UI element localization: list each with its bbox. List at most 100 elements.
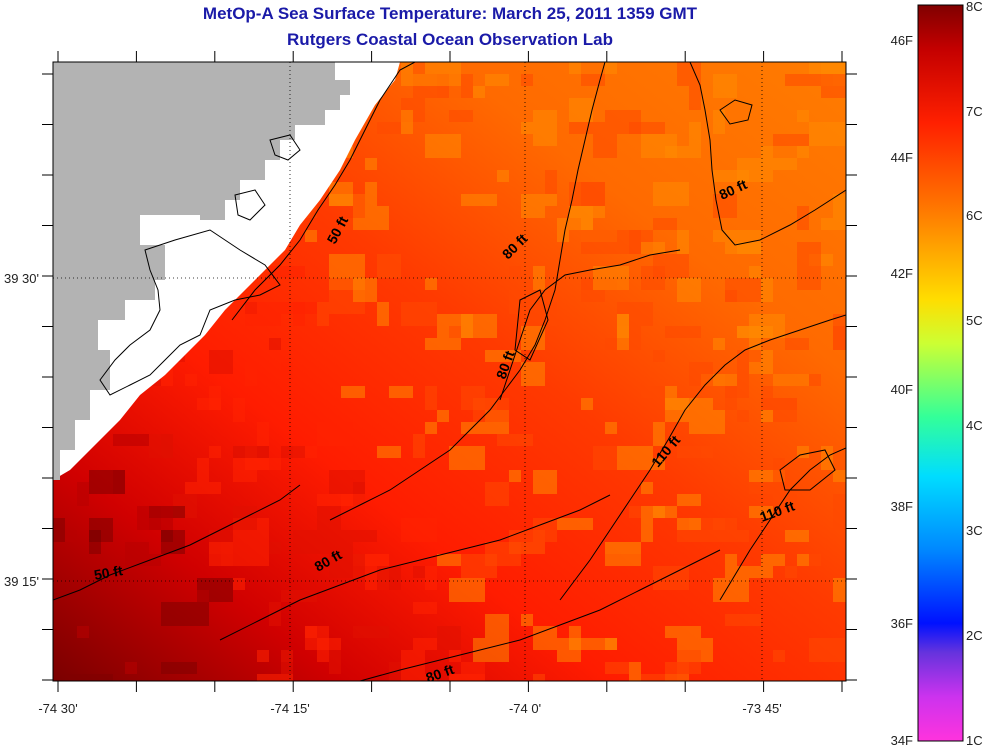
temperature-patch	[677, 530, 713, 542]
longitude-tick-label: -73 45'	[742, 701, 781, 716]
temperature-patch	[245, 542, 269, 554]
longitude-tick-label: -74 15'	[270, 701, 309, 716]
temperature-patch	[677, 494, 701, 506]
temperature-patch	[773, 134, 809, 146]
temperature-patch	[305, 230, 317, 242]
temperature-patch	[653, 182, 689, 206]
temperature-patch	[413, 602, 437, 614]
temperature-patch	[197, 398, 221, 410]
temperature-patch	[521, 74, 533, 86]
temperature-patch	[653, 218, 677, 230]
temperature-patch	[641, 506, 677, 518]
colorbar-fahrenheit-label: 46F	[891, 33, 913, 48]
temperature-patch	[821, 74, 846, 98]
colorbar-celsius-label: 3C	[966, 523, 983, 538]
temperature-patch	[77, 482, 89, 506]
temperature-patch	[605, 62, 617, 74]
temperature-patch	[713, 338, 725, 350]
temperature-patch	[593, 266, 629, 290]
temperature-patch	[233, 398, 245, 422]
temperature-patch	[89, 470, 125, 494]
temperature-patch	[161, 602, 185, 626]
temperature-patch	[629, 506, 641, 518]
coastline-barrier	[269, 134, 301, 161]
temperature-patch	[725, 614, 761, 626]
temperature-patch	[653, 422, 665, 446]
temperature-patch	[365, 158, 377, 170]
colorbar-fahrenheit-labels: 46F 44F 42F 40F 38F 36F 34F	[891, 33, 913, 748]
temperature-patch	[605, 110, 641, 134]
temperature-patch	[833, 194, 846, 218]
colorbar-celsius-label: 2C	[966, 628, 983, 643]
bathymetry-contours	[53, 62, 846, 681]
contour-island-2	[779, 449, 836, 491]
temperature-patch	[545, 206, 557, 218]
temperature-patch	[281, 362, 293, 386]
temperature-patch	[653, 566, 689, 590]
temperature-patch	[497, 434, 533, 446]
contour-80ft-east	[689, 62, 846, 246]
colorbar-fahrenheit-label: 40F	[891, 382, 913, 397]
temperature-patch	[389, 662, 401, 681]
temperature-patch	[377, 302, 389, 326]
temperature-patch	[329, 434, 353, 446]
temperature-patch	[197, 458, 209, 482]
temperature-patch	[509, 470, 521, 482]
temperature-patch	[653, 458, 665, 470]
temperature-patch	[653, 254, 689, 278]
temperature-patch	[257, 650, 269, 662]
colorbar-fahrenheit-label: 42F	[891, 266, 913, 281]
temperature-patch	[353, 626, 389, 638]
temperature-patch	[713, 74, 737, 98]
colorbar-fahrenheit-label: 36F	[891, 616, 913, 631]
temperature-patch	[725, 242, 761, 254]
temperature-patch	[713, 230, 737, 242]
temperature-patch	[257, 422, 269, 446]
temperature-patch	[797, 206, 809, 230]
temperature-patch	[785, 566, 797, 578]
temperature-patch	[365, 182, 377, 206]
temperature-patch	[677, 230, 689, 254]
temperature-patch	[425, 134, 461, 158]
temperature-patch	[617, 230, 641, 254]
temperature-patch	[485, 74, 509, 86]
temperature-patch	[641, 674, 677, 681]
temperature-patch	[401, 110, 413, 134]
contour-80ft-south	[219, 494, 611, 641]
temperature-patch	[329, 470, 365, 494]
temperature-patch	[809, 638, 845, 662]
temperature-patch	[377, 446, 401, 458]
temperature-patch	[437, 554, 461, 566]
temperature-patch	[281, 302, 317, 314]
temperature-patch	[593, 134, 617, 158]
temperature-patch	[533, 470, 557, 494]
temperature-patch	[809, 62, 833, 74]
temperature-patch	[713, 530, 749, 542]
temperature-patch	[485, 482, 509, 506]
temperature-patch	[77, 626, 89, 638]
temperature-patch	[749, 362, 773, 374]
temperature-patch	[773, 458, 785, 482]
temperature-patch	[581, 230, 617, 254]
temperature-patch	[317, 302, 329, 326]
temperature-patch	[593, 446, 617, 470]
temperature-patch	[113, 434, 149, 446]
temperature-patch	[281, 446, 305, 458]
temperature-patch	[545, 170, 557, 194]
temperature-patch	[125, 662, 137, 674]
temperature-patch	[101, 674, 113, 681]
temperature-patch	[581, 398, 593, 410]
temperature-patch	[821, 446, 833, 470]
temperature-patch	[689, 86, 701, 110]
temperature-patch	[413, 566, 425, 578]
contour-110ft	[559, 314, 846, 601]
temperature-patch	[761, 278, 773, 302]
temperature-patch	[401, 674, 437, 681]
temperature-patch	[425, 386, 437, 410]
temperature-patch	[341, 218, 353, 230]
contour-depth-label: 50 ft	[93, 562, 124, 583]
temperature-patch	[773, 374, 809, 386]
temperature-patch	[629, 326, 641, 350]
temperature-patch	[737, 410, 749, 422]
